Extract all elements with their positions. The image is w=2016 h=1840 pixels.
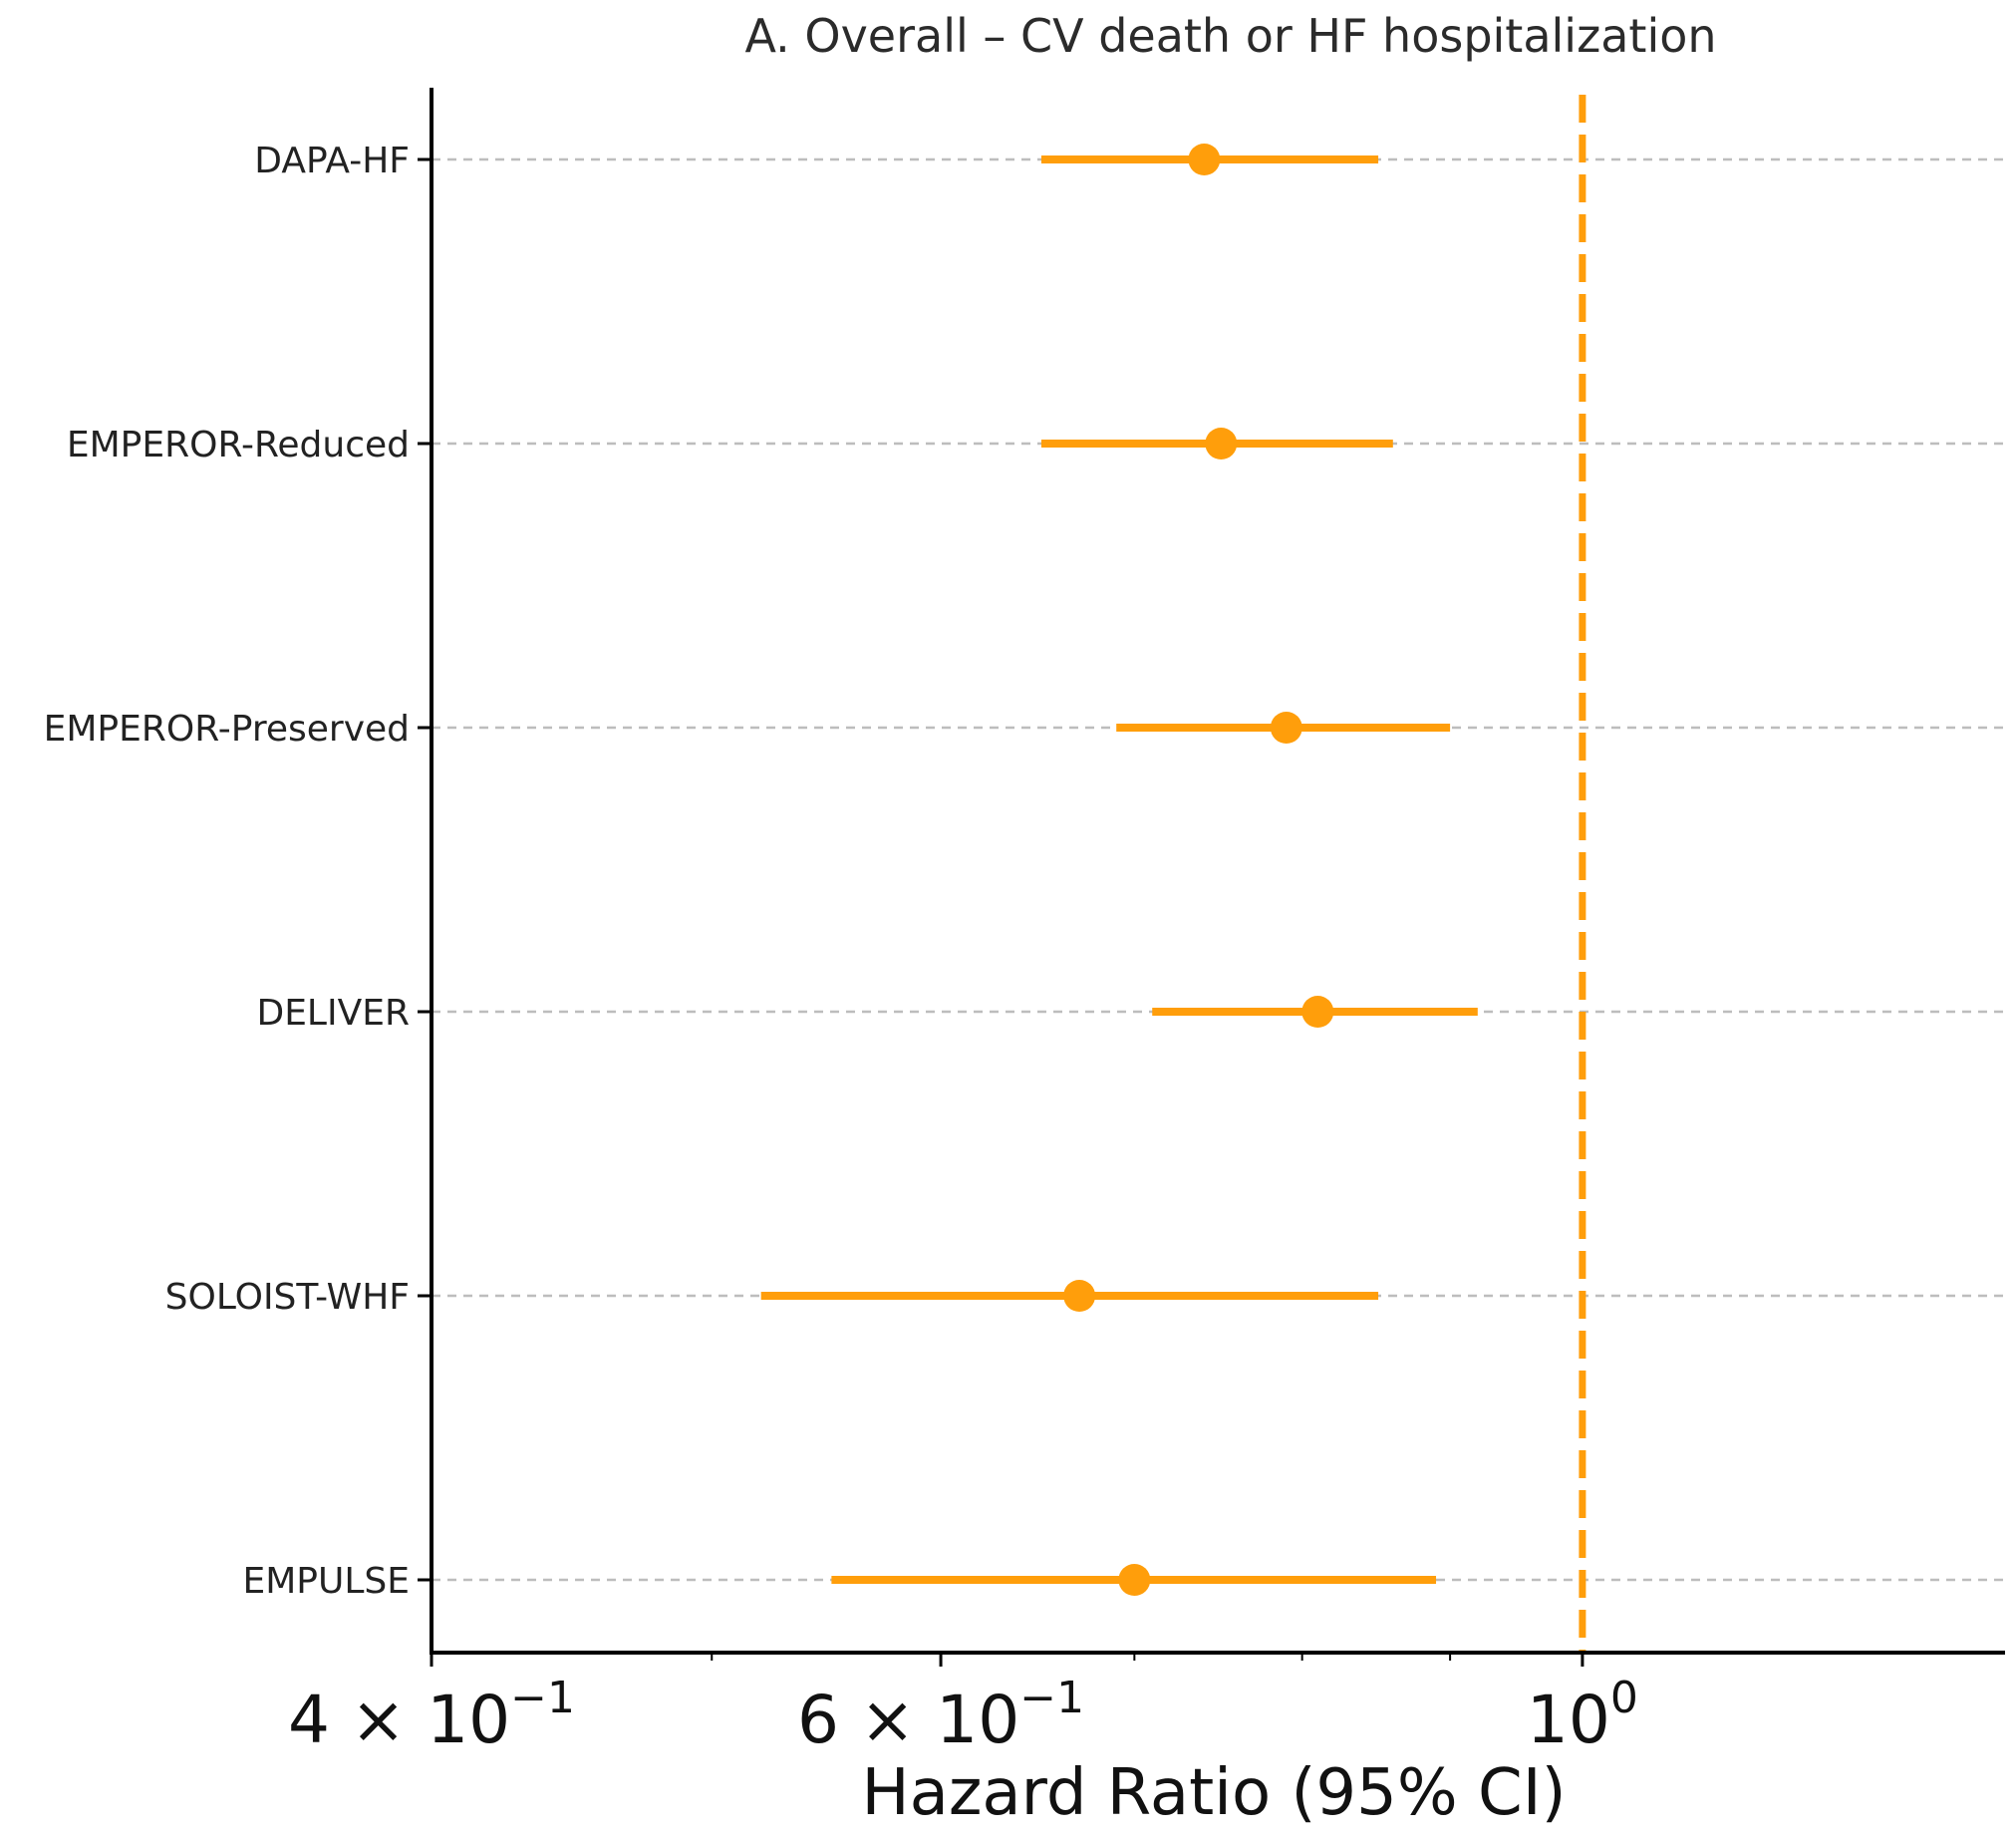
x-tick-label: 100 xyxy=(1527,1673,1638,1758)
x-tick-label: 6 × 10−1 xyxy=(797,1673,1084,1758)
hr-point-soloist-whf xyxy=(1063,1280,1096,1312)
y-tick-label: DAPA-HF xyxy=(254,141,410,181)
y-tick-labels: DAPA-HF EMPEROR-Reduced EMPEROR-Preserved D… xyxy=(44,141,410,1602)
y-tick-label: EMPULSE xyxy=(242,1561,410,1602)
hr-point-emperor-reduced xyxy=(1205,428,1238,460)
hr-point-dapa-hf xyxy=(1188,144,1221,175)
x-axis-label: Hazard Ratio (95% CI) xyxy=(861,1756,1566,1830)
hr-point-empulse xyxy=(1118,1564,1151,1596)
gridlines xyxy=(432,157,2005,1582)
y-tick-label: EMPEROR-Reduced xyxy=(67,425,410,465)
x-tick-label: 4 × 10−1 xyxy=(288,1673,575,1758)
hr-point-deliver xyxy=(1301,996,1334,1028)
axes xyxy=(418,88,2005,1667)
y-tick-label: EMPEROR-Preserved xyxy=(44,709,410,750)
hr-point-emperor-preserved xyxy=(1270,712,1302,744)
study-marks xyxy=(760,144,1478,1596)
chart-title: A. Overall – CV death or HF hospitalizat… xyxy=(744,9,1716,63)
y-tick-label: DELIVER xyxy=(256,993,410,1034)
x-tick-labels: 4 × 10−1 6 × 10−1 100 xyxy=(288,1673,1638,1758)
y-tick-label: SOLOIST-WHF xyxy=(165,1277,410,1318)
